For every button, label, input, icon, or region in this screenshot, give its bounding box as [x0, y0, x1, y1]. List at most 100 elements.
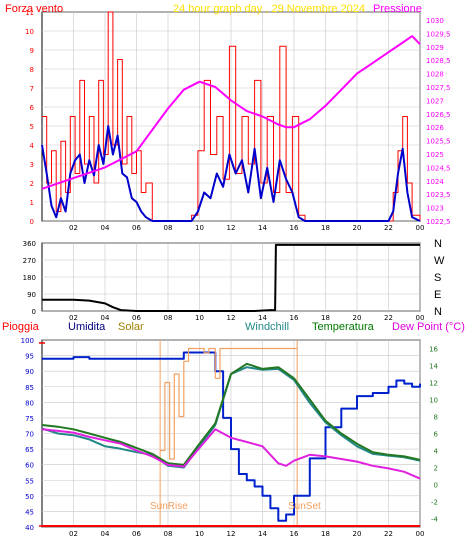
wind-x-tick: 14 — [258, 224, 267, 232]
wind-average-line — [41, 125, 421, 222]
temperature-y-tick: 14 — [429, 363, 438, 371]
temperature-x-tick: 14 — [258, 530, 267, 538]
direction-x-tick: 18 — [321, 314, 330, 322]
tick-labels: 02 04 06 08 10 12 14 16 18 20 22 000123456789101110… — [21, 9, 451, 538]
wind-x-tick: 16 — [290, 224, 299, 232]
temperature-x-tick: 18 — [321, 530, 330, 538]
humidity-y-tick: 40 — [25, 524, 34, 532]
pressure-y-tick: 1024,5 — [426, 164, 451, 172]
direction-x-tick: 06 — [132, 314, 141, 322]
wind-y-tick: 8 — [30, 66, 34, 74]
direction-compass-label: E — [434, 289, 441, 301]
temperature-x-tick: 06 — [132, 530, 141, 538]
temperature-x-tick: 20 — [353, 530, 362, 538]
humidity-y-tick: 70 — [25, 431, 34, 439]
wind-x-tick: 02 — [69, 224, 78, 232]
wind-force-label: Forza vento — [5, 3, 64, 15]
direction-x-tick: 08 — [164, 314, 173, 322]
solar-line — [160, 347, 298, 460]
legend-dewpoint: Dew Point (°C) — [392, 321, 465, 333]
pressure-y-tick: 1028,5 — [426, 57, 451, 65]
direction-y-tick: 180 — [23, 274, 36, 282]
humidity-y-tick: 75 — [25, 415, 34, 423]
temperature-x-tick: 04 — [101, 530, 110, 538]
pressure-line — [41, 35, 421, 190]
wind-x-tick: 22 — [384, 224, 393, 232]
temperature-y-tick: 10 — [429, 397, 438, 405]
pressure-y-tick: 1029 — [426, 44, 444, 52]
direction-compass-label: N — [434, 238, 442, 250]
humidity-y-tick: 50 — [25, 493, 34, 501]
wind-y-tick: 10 — [25, 28, 34, 36]
series-lines — [39, 11, 421, 527]
direction-x-tick: 04 — [101, 314, 110, 322]
humidity-y-tick: 60 — [25, 462, 34, 470]
direction-y-tick: 0 — [32, 308, 36, 316]
temperature-x-tick: 12 — [227, 530, 236, 538]
humidity-y-tick: 85 — [25, 384, 34, 392]
pressure-y-tick: 1023,5 — [426, 191, 451, 199]
wind-x-tick: 00 — [416, 224, 425, 232]
temperature-line — [41, 362, 421, 466]
pressure-y-tick: 1030 — [426, 17, 444, 25]
grid-lines — [42, 11, 421, 528]
pressure-y-tick: 1028 — [426, 71, 444, 79]
chart-title: 24 hour graph day , 29 Novembre 2024 — [173, 3, 366, 15]
temperature-x-tick: 02 — [69, 530, 78, 538]
direction-y-tick: 270 — [23, 257, 36, 265]
wind-y-tick: 5 — [30, 123, 34, 131]
wind-x-tick: 10 — [195, 224, 204, 232]
wind-y-tick: 2 — [30, 180, 34, 188]
direction-x-tick: 14 — [258, 314, 267, 322]
wind-x-tick: 08 — [164, 224, 173, 232]
humidity-line — [42, 351, 421, 522]
pressure-y-tick: 1022,5 — [426, 218, 451, 226]
humidity-y-tick: 80 — [25, 399, 34, 407]
direction-y-tick: 360 — [23, 240, 36, 248]
temperature-y-tick: -4 — [431, 516, 439, 524]
humidity-y-tick: 65 — [25, 446, 34, 454]
humidity-y-tick: 100 — [21, 337, 34, 345]
dewpoint-line — [41, 428, 421, 480]
humidity-y-tick: 55 — [25, 477, 34, 485]
wind-x-tick: 12 — [227, 224, 236, 232]
temperature-y-tick: 4 — [434, 448, 439, 456]
wind-x-tick: 06 — [132, 224, 141, 232]
wind-y-tick: 0 — [30, 218, 34, 226]
legend-temperatura: Temperatura — [312, 321, 374, 333]
direction-y-tick: 90 — [27, 291, 36, 299]
wind-y-tick: 1 — [30, 199, 34, 207]
wind-y-tick: 11 — [25, 9, 34, 17]
wind-x-tick: 20 — [353, 224, 362, 232]
direction-compass-label: S — [434, 272, 441, 284]
wind-y-tick: 9 — [30, 47, 34, 55]
temperature-x-tick: 08 — [164, 530, 173, 538]
temperature-y-tick: 8 — [434, 414, 438, 422]
direction-x-tick: 00 — [416, 314, 425, 322]
temperature-x-tick: 16 — [290, 530, 299, 538]
legend-solar: Solar — [118, 321, 144, 333]
legend-pioggia: Pioggia — [2, 321, 39, 333]
pressure-y-tick: 1027,5 — [426, 84, 451, 92]
legend-windchill: Windchill — [245, 321, 290, 333]
wind-x-tick: 18 — [321, 224, 330, 232]
pressure-y-tick: 1023 — [426, 205, 444, 213]
pressure-label: Pressione — [373, 3, 422, 15]
sunset-label: SunSet — [288, 501, 321, 512]
sunrise-label: SunRise — [150, 501, 188, 512]
direction-x-tick: 22 — [384, 314, 393, 322]
direction-compass-label: W — [434, 255, 445, 267]
temperature-x-tick: 00 — [416, 530, 425, 538]
direction-x-tick: 16 — [290, 314, 299, 322]
direction-x-tick: 10 — [195, 314, 204, 322]
pressure-y-tick: 1025,5 — [426, 138, 451, 146]
pressure-y-tick: 1026,5 — [426, 111, 451, 119]
temperature-x-tick: 22 — [384, 530, 393, 538]
wind-y-tick: 3 — [30, 161, 34, 169]
temperature-y-tick: 16 — [429, 346, 438, 354]
wind-direction-line — [42, 243, 420, 312]
wind-y-tick: 7 — [30, 85, 34, 93]
wind-y-tick: 4 — [30, 142, 35, 150]
humidity-y-tick: 95 — [25, 353, 34, 361]
